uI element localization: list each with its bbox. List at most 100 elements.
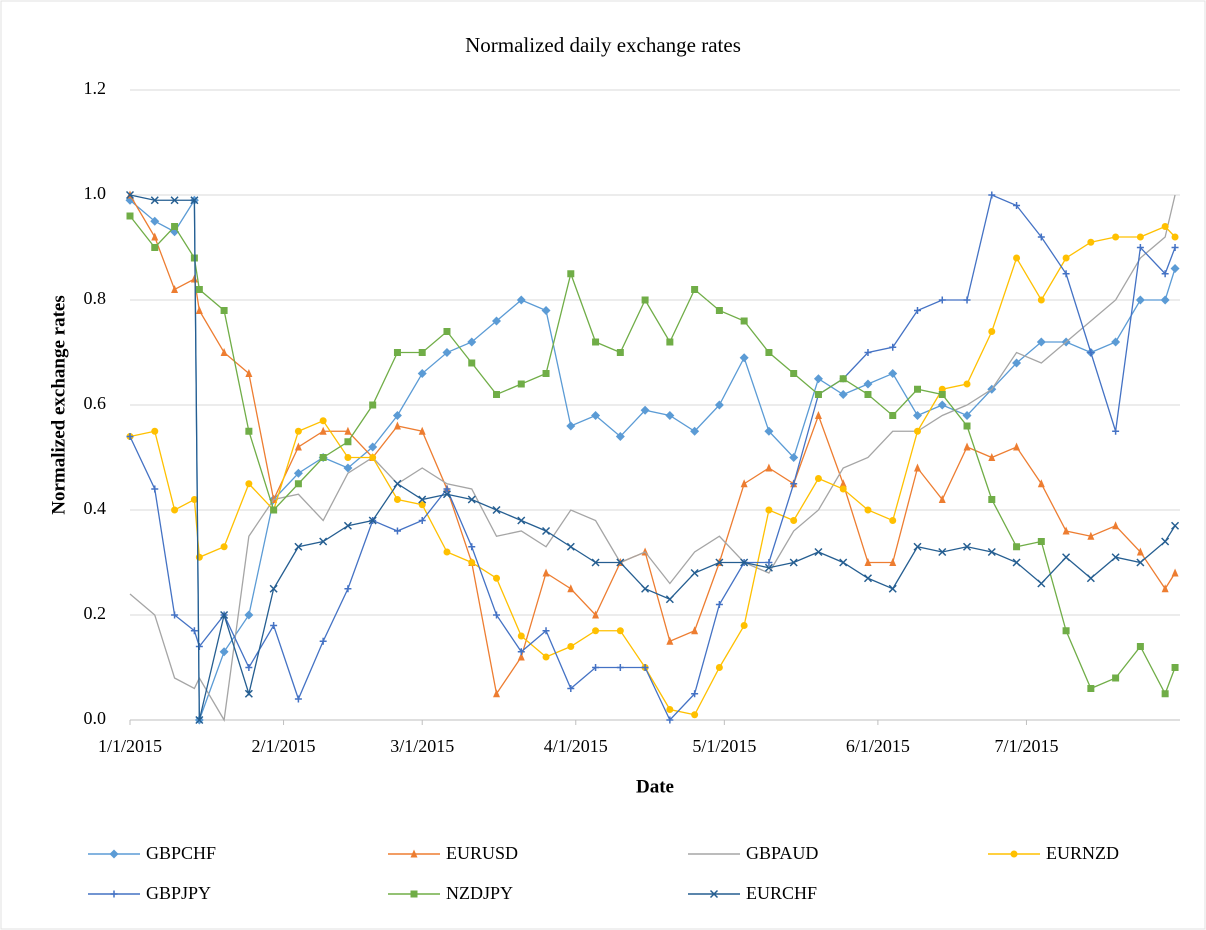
marker bbox=[344, 426, 352, 435]
marker bbox=[1161, 690, 1169, 698]
marker bbox=[567, 270, 575, 278]
marker bbox=[269, 584, 278, 593]
marker bbox=[988, 453, 996, 461]
marker bbox=[592, 610, 600, 619]
x-tick-label: 2/1/2015 bbox=[252, 736, 316, 756]
y-tick-label: 0.2 bbox=[84, 603, 107, 623]
marker bbox=[1136, 244, 1144, 251]
marker bbox=[591, 411, 601, 420]
marker bbox=[938, 495, 946, 503]
marker bbox=[616, 558, 625, 567]
marker bbox=[1062, 270, 1070, 278]
marker bbox=[294, 442, 302, 451]
marker bbox=[691, 286, 699, 293]
marker bbox=[220, 543, 228, 551]
marker bbox=[344, 438, 352, 446]
marker bbox=[889, 343, 897, 351]
marker bbox=[294, 542, 303, 551]
marker bbox=[245, 369, 253, 377]
marker bbox=[739, 353, 749, 363]
marker bbox=[691, 690, 699, 698]
marker bbox=[443, 328, 451, 335]
marker bbox=[839, 485, 847, 493]
marker bbox=[1013, 442, 1021, 451]
marker bbox=[1111, 553, 1120, 562]
marker bbox=[1161, 270, 1169, 278]
marker bbox=[195, 643, 203, 650]
marker bbox=[1037, 296, 1045, 304]
marker bbox=[417, 369, 427, 378]
marker bbox=[1062, 553, 1071, 562]
marker bbox=[1112, 521, 1120, 530]
marker bbox=[839, 558, 848, 567]
series bbox=[125, 190, 1180, 725]
marker bbox=[814, 547, 823, 557]
marker bbox=[467, 495, 476, 504]
marker bbox=[319, 537, 328, 546]
marker bbox=[418, 349, 426, 356]
marker bbox=[542, 627, 550, 635]
marker bbox=[492, 505, 501, 515]
marker bbox=[171, 285, 179, 293]
marker bbox=[1013, 254, 1021, 262]
marker bbox=[937, 400, 947, 410]
marker bbox=[715, 664, 723, 671]
marker bbox=[343, 463, 353, 473]
marker bbox=[1161, 223, 1169, 230]
marker bbox=[864, 349, 872, 356]
marker bbox=[715, 601, 723, 608]
y-tick-label: 1.2 bbox=[84, 78, 107, 98]
marker bbox=[418, 517, 426, 524]
marker bbox=[938, 547, 947, 557]
marker bbox=[714, 400, 724, 410]
marker bbox=[220, 348, 228, 356]
marker bbox=[517, 516, 526, 525]
y-tick-label: 0.8 bbox=[84, 288, 107, 308]
legend-marker bbox=[709, 889, 719, 899]
y-axis-label: Normalized exchange rates bbox=[48, 295, 69, 515]
marker bbox=[863, 574, 873, 583]
marker bbox=[690, 426, 700, 436]
marker bbox=[493, 574, 501, 582]
marker bbox=[790, 370, 798, 377]
marker bbox=[151, 244, 159, 251]
marker bbox=[190, 196, 199, 205]
marker bbox=[1170, 264, 1180, 273]
series bbox=[126, 212, 1179, 698]
marker bbox=[517, 380, 525, 388]
y-tick-label: 0.6 bbox=[84, 393, 107, 413]
marker bbox=[245, 480, 253, 488]
marker bbox=[1062, 627, 1070, 635]
marker bbox=[962, 411, 972, 420]
marker bbox=[369, 401, 377, 409]
marker bbox=[1171, 244, 1179, 251]
marker bbox=[190, 496, 198, 503]
x-tick-label: 1/1/2015 bbox=[98, 736, 162, 756]
marker bbox=[889, 517, 897, 524]
legend-label: GBPCHF bbox=[146, 843, 216, 863]
marker bbox=[616, 349, 624, 356]
marker bbox=[813, 374, 823, 384]
marker bbox=[963, 296, 971, 304]
marker bbox=[245, 664, 253, 671]
marker bbox=[592, 338, 600, 346]
marker bbox=[220, 610, 229, 620]
legend-label: EURNZD bbox=[1046, 843, 1119, 863]
marker bbox=[665, 411, 675, 420]
y-tick-label: 0.4 bbox=[84, 498, 107, 518]
marker bbox=[764, 563, 773, 572]
marker bbox=[963, 422, 971, 430]
marker bbox=[641, 664, 649, 671]
marker bbox=[1036, 337, 1046, 347]
marker bbox=[814, 475, 822, 482]
marker bbox=[244, 689, 253, 698]
marker bbox=[715, 307, 723, 314]
marker bbox=[150, 196, 159, 205]
legend-label: NZDJPY bbox=[446, 883, 513, 903]
marker bbox=[665, 595, 674, 604]
marker bbox=[190, 274, 198, 283]
marker bbox=[838, 390, 848, 399]
marker bbox=[517, 652, 525, 661]
marker bbox=[1112, 233, 1120, 241]
